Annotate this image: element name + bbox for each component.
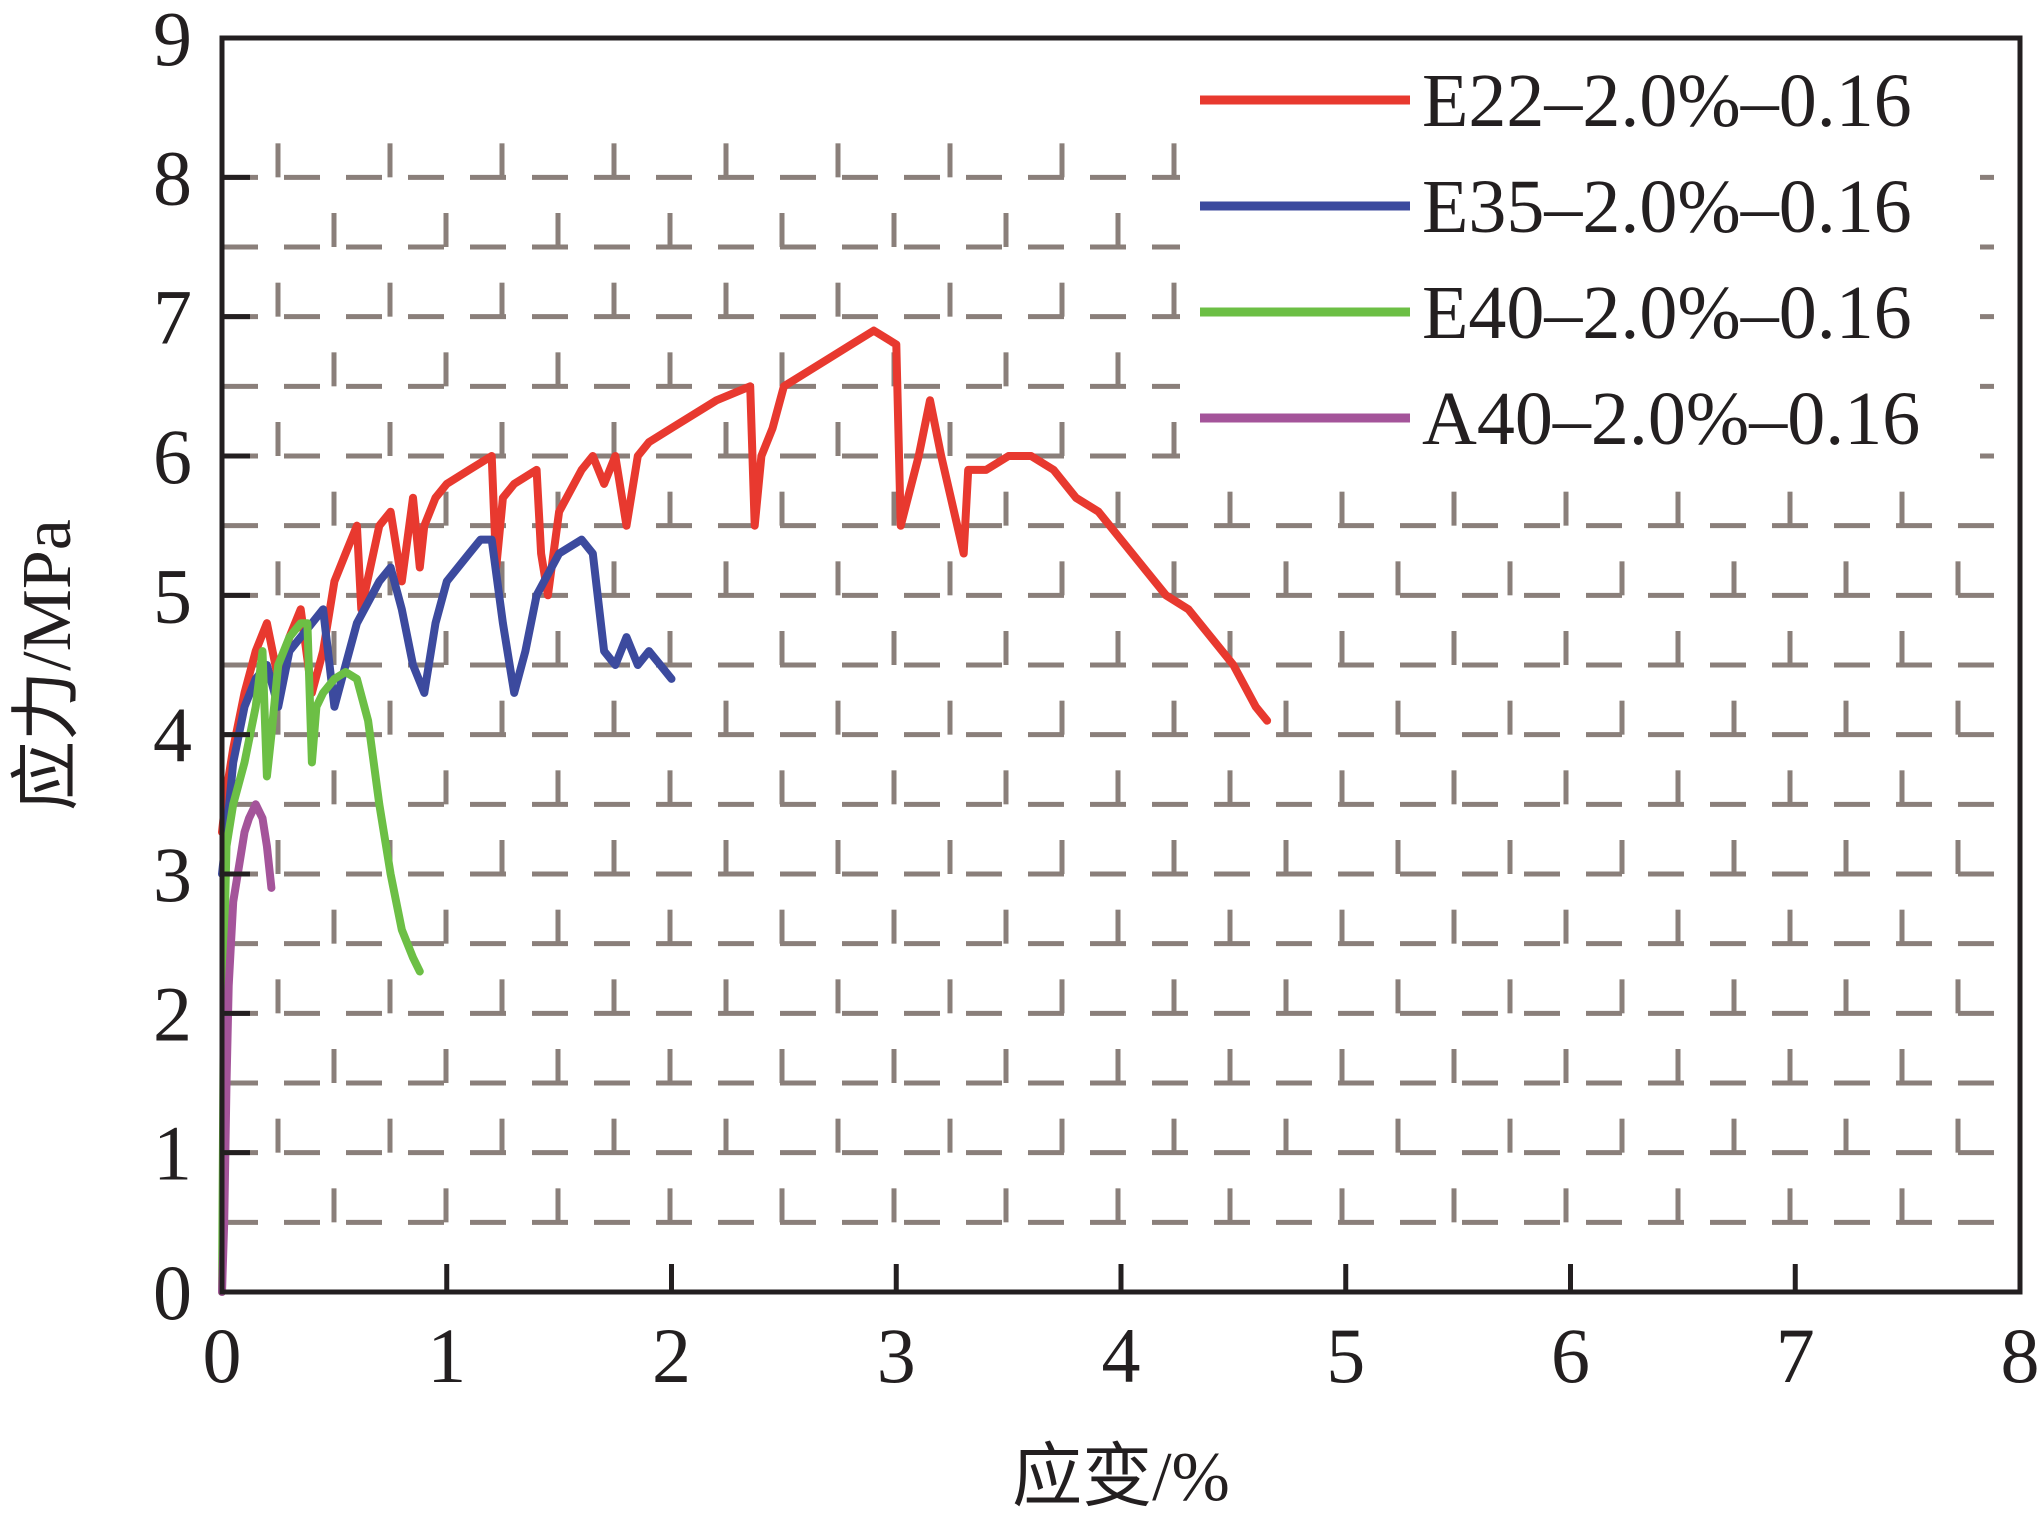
y-tick-label: 7 bbox=[153, 274, 192, 361]
x-tick-label: 0 bbox=[203, 1312, 242, 1399]
legend-label-2: E35–2.0%–0.16 bbox=[1422, 165, 1912, 249]
x-tick-label: 6 bbox=[1551, 1312, 1590, 1399]
x-tick-label: 4 bbox=[1102, 1312, 1141, 1399]
y-tick-label: 9 bbox=[153, 0, 192, 82]
legend: E22–2.0%–0.16 E35–2.0%–0.16 E40–2.0%–0.16 A… bbox=[1180, 52, 1980, 482]
y-tick-label: 3 bbox=[153, 831, 192, 918]
x-tick-label: 5 bbox=[1326, 1312, 1365, 1399]
x-tick-label: 1 bbox=[427, 1312, 466, 1399]
x-tick-label: 2 bbox=[652, 1312, 691, 1399]
y-tick-label: 8 bbox=[153, 134, 192, 221]
legend-label-4: A40–2.0%–0.16 bbox=[1422, 377, 1920, 461]
legend-label-1: E22–2.0%–0.16 bbox=[1422, 59, 1912, 143]
y-axis-title: 应力/MPa bbox=[9, 519, 86, 811]
y-tick-label: 2 bbox=[153, 970, 192, 1057]
y-tick-label: 5 bbox=[153, 552, 192, 639]
y-tick-label: 4 bbox=[153, 692, 192, 779]
series-line-2 bbox=[218, 535, 676, 878]
y-tick-label: 6 bbox=[153, 413, 192, 500]
series-line-3 bbox=[218, 619, 424, 1296]
legend-background bbox=[1180, 52, 1980, 482]
y-tick-label: 1 bbox=[153, 1110, 192, 1197]
x-axis-title: 应变/% bbox=[1012, 1439, 1230, 1516]
y-tick-label: 0 bbox=[153, 1249, 192, 1336]
legend-label-3: E40–2.0%–0.16 bbox=[1422, 271, 1912, 355]
x-tick-label: 7 bbox=[1776, 1312, 1815, 1399]
x-tick-label: 8 bbox=[2001, 1312, 2040, 1399]
series-line-1 bbox=[218, 326, 1272, 837]
x-tick-label: 3 bbox=[877, 1312, 916, 1399]
series-line-4 bbox=[218, 800, 276, 1296]
